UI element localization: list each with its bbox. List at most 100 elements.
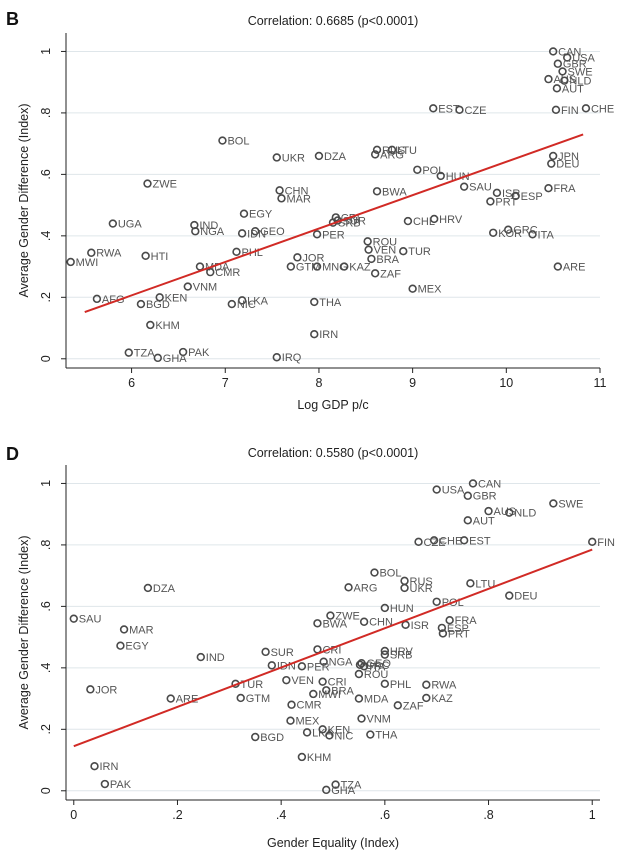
- point-label: CHE: [591, 103, 614, 115]
- point-label: RWA: [96, 248, 122, 260]
- point-label: BWA: [382, 186, 407, 198]
- x-axis-label: Log GDP p/c: [297, 398, 368, 412]
- data-point-vnm: [357, 714, 366, 723]
- point-label: PAK: [110, 779, 132, 791]
- point-label: THA: [375, 730, 398, 742]
- point-label: UKR: [282, 152, 305, 164]
- point-label: ITA: [369, 661, 386, 673]
- chart-title: Correlation: 0.6685 (p<0.0001): [248, 14, 419, 28]
- point-label: CMR: [297, 700, 322, 712]
- x-tick-label: 9: [409, 376, 416, 390]
- point-label: THA: [319, 297, 342, 309]
- data-point-bgd: [136, 299, 146, 309]
- x-tick-label: 0: [70, 808, 77, 822]
- point-label: AUT: [473, 515, 495, 527]
- data-point-fra: [544, 184, 553, 193]
- y-tick-label: .4: [39, 231, 53, 241]
- point-label: NGA: [329, 657, 354, 669]
- point-label: GEO: [260, 226, 285, 238]
- point-label: GHA: [163, 353, 188, 365]
- data-point-grc: [355, 660, 365, 669]
- point-label: SWE: [558, 498, 583, 510]
- data-point-pol: [432, 597, 441, 606]
- data-point-srb: [380, 650, 390, 659]
- data-point-idn: [267, 661, 277, 670]
- data-point-are: [166, 694, 175, 703]
- data-point-deu: [505, 591, 514, 600]
- data-point-prt: [438, 629, 448, 638]
- y-tick-label: .8: [39, 540, 53, 550]
- point-label: IND: [206, 652, 225, 664]
- data-point-mng: [312, 262, 322, 271]
- point-label: SAU: [469, 182, 492, 194]
- x-tick-label: 6: [128, 376, 135, 390]
- data-point-cmr: [206, 267, 215, 277]
- data-point-cze: [414, 537, 423, 547]
- point-label: PRT: [495, 196, 517, 208]
- point-label: CZE: [464, 105, 486, 117]
- x-tick-label: 1: [589, 808, 596, 822]
- data-point-fin: [588, 537, 597, 547]
- data-point-ind: [196, 652, 205, 662]
- data-point-nga: [191, 227, 200, 236]
- data-point-irn: [90, 761, 99, 771]
- point-label: POL: [422, 165, 444, 177]
- data-point-gtm: [236, 693, 245, 703]
- data-point-aut: [552, 84, 562, 93]
- data-point-irq: [272, 353, 281, 362]
- data-point-nld: [505, 508, 514, 517]
- point-label: MAR: [129, 624, 154, 636]
- point-label: ESP: [447, 623, 469, 635]
- point-label: CAN: [478, 478, 501, 490]
- chart-title: Correlation: 0.5580 (p<0.0001): [248, 446, 419, 460]
- data-point-isr: [401, 620, 410, 630]
- data-point-ita: [359, 662, 369, 671]
- data-point-est: [429, 104, 438, 113]
- data-point-afg: [92, 294, 102, 304]
- data-point-ltu: [387, 145, 397, 154]
- point-label: CHN: [369, 617, 393, 629]
- data-point-egy: [116, 641, 125, 650]
- point-label: DEU: [514, 591, 537, 603]
- point-label: GRC: [365, 660, 390, 672]
- point-label: USA: [572, 53, 595, 65]
- x-tick-label: 8: [315, 376, 322, 390]
- point-label: HUN: [446, 171, 470, 183]
- data-point-ken: [155, 293, 164, 302]
- x-tick-label: .6: [380, 808, 390, 822]
- y-tick-label: .6: [39, 169, 53, 179]
- point-label: HRV: [439, 214, 463, 226]
- point-label: ROU: [373, 236, 398, 248]
- point-label: ZAF: [380, 268, 401, 280]
- y-tick-label: .2: [39, 724, 53, 734]
- point-label: EST: [438, 103, 460, 115]
- point-label: ARG: [380, 149, 404, 161]
- data-point-nic: [227, 299, 237, 309]
- data-point-phl: [232, 247, 241, 257]
- point-label: MWI: [318, 689, 341, 701]
- data-point-gha: [153, 353, 163, 363]
- data-point-arg: [344, 583, 353, 592]
- point-label: LKA: [247, 295, 268, 307]
- point-label: IND: [199, 220, 218, 232]
- point-label: ITA: [538, 229, 555, 241]
- data-point-mex: [408, 284, 417, 293]
- data-point-lka: [237, 296, 247, 305]
- data-point-cze: [455, 105, 464, 115]
- data-point-per: [297, 662, 307, 671]
- data-point-che: [429, 536, 439, 545]
- data-point-bgd: [251, 732, 260, 742]
- data-point-aus: [484, 506, 493, 516]
- data-point-pak: [178, 347, 188, 357]
- data-point-zaf: [370, 269, 380, 278]
- point-label: MDA: [364, 694, 389, 706]
- data-point-rus: [400, 576, 409, 586]
- data-point-dza: [143, 583, 153, 593]
- data-point-tha: [366, 730, 375, 739]
- data-point-jor: [293, 253, 302, 262]
- data-point-uga: [108, 219, 118, 228]
- data-point-fra: [445, 616, 454, 625]
- y-tick-label: .2: [39, 292, 53, 302]
- data-point-mex: [286, 716, 295, 725]
- data-point-fin: [551, 105, 561, 115]
